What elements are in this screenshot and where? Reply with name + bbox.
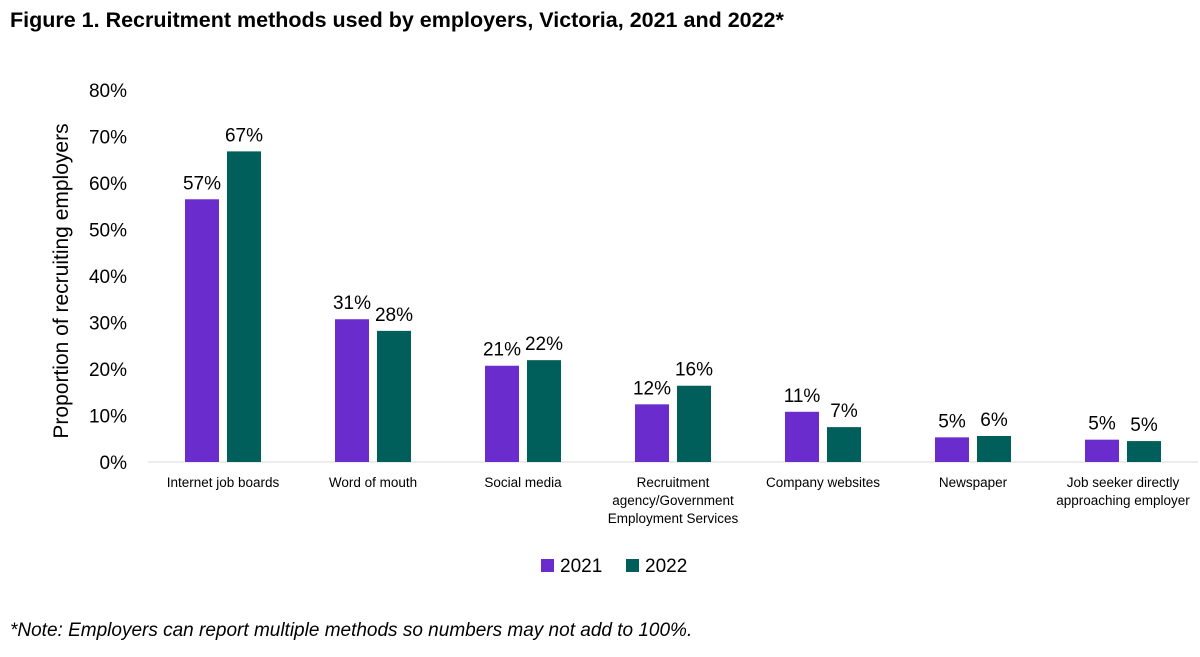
y-tick-label: 40% [89,267,127,288]
category-label: Newspaper [939,475,1008,490]
y-tick-label: 10% [89,407,127,428]
legend-swatch-2021 [541,559,554,572]
y-tick-label: 60% [89,174,127,195]
category-label: Internet job boards [167,475,280,490]
y-tick-label: 0% [100,453,128,474]
data-label: 57% [183,173,221,194]
category-label: Company websites [766,475,880,490]
y-tick-label: 50% [89,221,127,242]
category-label: Job seeker directly approaching employer [1056,475,1190,508]
figure-title: Figure 1. Recruitment methods used by em… [10,8,784,32]
data-label: 22% [525,334,563,355]
y-tick-label: 70% [89,128,127,149]
category-label: Social media [484,475,562,490]
data-label: 7% [830,401,858,422]
y-tick-label: 20% [89,360,127,381]
bars [185,151,1161,462]
data-label: 12% [633,378,671,399]
bar-2021 [185,199,219,462]
bar-2022 [377,330,411,462]
legend-swatch-2022 [626,559,639,572]
y-tick-label: 30% [89,314,127,335]
y-axis-ticks: 0% 10% 20% 30% 40% 50% 60% 70% 80% [89,81,127,474]
data-label: 28% [375,305,413,326]
bar-2022 [977,435,1011,462]
legend-label: 2021 [560,556,602,577]
category-labels: Internet job boards Word of mouth Social m… [167,475,1191,526]
bar-2021 [935,437,969,462]
data-label: 67% [225,125,263,146]
data-labels: 57% 67% 31%28% 21% 22% 12%16% 11% 7% 5% 6% 5% 5% [183,125,1158,436]
bar-2021 [635,404,669,462]
data-label: 16% [675,360,713,381]
bar-2022 [527,360,561,462]
y-tick-label: 80% [89,81,127,102]
bar-2021 [785,411,819,462]
bar-2021 [485,365,519,462]
bar-2022 [677,385,711,462]
bar-2022 [227,151,261,462]
figure-note: *Note: Employers can report multiple met… [10,620,693,641]
bar-2022 [827,427,861,462]
category-label: Recruitment agency/Government Employment S… [608,475,739,526]
data-label: 11% [784,386,821,407]
bar-chart: 0% 10% 20% 30% 40% 50% 60% 70% 80% Proportion of… [50,81,1198,577]
data-label: 6% [980,410,1008,431]
data-label: 5% [938,411,966,432]
bar-2021 [335,319,369,462]
bar-2021 [1085,439,1119,462]
bar-2022 [1127,441,1161,462]
data-label: 5% [1088,414,1116,435]
legend: 2021 2022 [541,556,687,577]
data-label: 21% [483,340,521,361]
data-label: 31% [333,293,371,314]
data-label: 5% [1130,415,1158,436]
legend-label: 2022 [645,556,687,577]
category-label: Word of mouth [329,475,417,490]
y-axis-label: Proportion of recruiting employers [50,123,73,438]
